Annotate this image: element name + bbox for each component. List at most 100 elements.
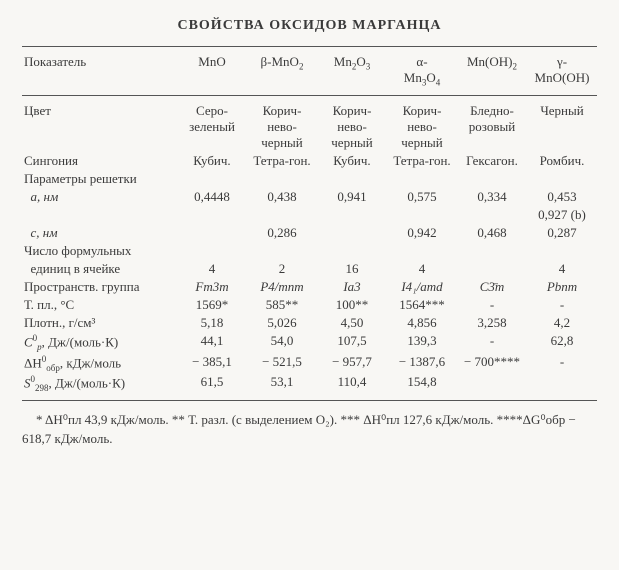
cell: 3,258 — [457, 314, 527, 332]
cell: 44,1 — [177, 332, 247, 353]
cell: − 957,7 — [317, 353, 387, 374]
cell: 4 — [177, 260, 247, 278]
label-z2: единиц в ячейке — [22, 260, 177, 278]
label-c: c, нм — [22, 224, 177, 242]
row-a: a, нм 0,4448 0,438 0,941 0,575 0,334 0,4… — [22, 188, 597, 206]
cell — [457, 260, 527, 278]
properties-table: Показатель MnO β-MnO2 Mn2O3 α- Mn3O4 Mn(… — [22, 46, 597, 401]
cell: 100** — [317, 296, 387, 314]
cell: Гексагон. — [457, 152, 527, 170]
cell — [177, 224, 247, 242]
cell: Черный — [527, 102, 597, 152]
row-density: Плотн., г/см³ 5,18 5,026 4,50 4,856 3,25… — [22, 314, 597, 332]
cell: Pbnm — [527, 278, 597, 296]
cell: 0,438 — [247, 188, 317, 206]
cell: 154,8 — [387, 373, 457, 394]
label-dens: Плотн., г/см³ — [22, 314, 177, 332]
col-param: Показатель — [22, 53, 177, 89]
label-cp: C0p, Дж/(моль·К) — [22, 332, 177, 353]
col-mn2o3: Mn2O3 — [317, 53, 387, 89]
cell: 0,287 — [527, 224, 597, 242]
row-a-extra: 0,927 (b) — [22, 206, 597, 224]
cell: 0,942 — [387, 224, 457, 242]
row-z2: единиц в ячейке 4 2 16 4 4 — [22, 260, 597, 278]
cell: 16 — [317, 260, 387, 278]
col-mno2: β-MnO2 — [247, 53, 317, 89]
cell: 4,856 — [387, 314, 457, 332]
col-mn3o4: α- Mn3O4 — [387, 53, 457, 89]
cell: 5,18 — [177, 314, 247, 332]
cell: 62,8 — [527, 332, 597, 353]
cell: P4/mnm — [247, 278, 317, 296]
col-mnoh2: Mn(OH)2 — [457, 53, 527, 89]
label-tmelt: Т. пл., °С — [22, 296, 177, 314]
table-title: СВОЙСТВА ОКСИДОВ МАРГАНЦА — [22, 18, 597, 34]
row-syngony: Сингония Кубич. Тетра-гон. Кубич. Тетра-… — [22, 152, 597, 170]
row-color: Цвет Серо-зеленый Корич-нево-черный Кори… — [22, 102, 597, 152]
cell: Тетра-гон. — [247, 152, 317, 170]
cell: 0,334 — [457, 188, 527, 206]
cell — [457, 373, 527, 394]
row-lattice-header: Параметры решетки — [22, 170, 597, 188]
cell: − 521,5 — [247, 353, 317, 374]
row-cp: C0p, Дж/(моль·К) 44,1 54,0 107,5 139,3 -… — [22, 332, 597, 353]
label-a: a, нм — [22, 188, 177, 206]
cell: 0,575 — [387, 188, 457, 206]
label-dh: ΔH0обр, кДж/моль — [22, 353, 177, 374]
cell: 4 — [387, 260, 457, 278]
cell: 4,50 — [317, 314, 387, 332]
cell: 110,4 — [317, 373, 387, 394]
label-color: Цвет — [22, 102, 177, 152]
footnotes: * ΔH⁰пл 43,9 кДж/моль. ** Т. разл. (с вы… — [22, 411, 597, 447]
cell: 107,5 — [317, 332, 387, 353]
cell: − 385,1 — [177, 353, 247, 374]
cell: Корич-нево-черный — [247, 102, 317, 152]
label-syngony: Сингония — [22, 152, 177, 170]
cell: 0,941 — [317, 188, 387, 206]
label-lattice: Параметры решетки — [22, 170, 597, 188]
row-s: S0298, Дж/(моль·К) 61,5 53,1 110,4 154,8 — [22, 373, 597, 394]
row-tmelt: Т. пл., °С 1569* 585** 100** 1564*** - - — [22, 296, 597, 314]
row-spacegroup: Пространств. группа Fm3m P4/mnm Ia3 I4₁/… — [22, 278, 597, 296]
row-dh: ΔH0обр, кДж/моль − 385,1 − 521,5 − 957,7… — [22, 353, 597, 374]
cell — [317, 224, 387, 242]
cell: - — [457, 332, 527, 353]
label-sg: Пространств. группа — [22, 278, 177, 296]
cell: 0,468 — [457, 224, 527, 242]
cell: Бледно-розовый — [457, 102, 527, 152]
col-mno: MnO — [177, 53, 247, 89]
cell: Кубич. — [317, 152, 387, 170]
cell: 0,286 — [247, 224, 317, 242]
cell: I4₁/amd — [387, 278, 457, 296]
col-mnooh: γ-MnO(OH) — [527, 53, 597, 89]
cell: 4,2 — [527, 314, 597, 332]
cell: 585** — [247, 296, 317, 314]
cell: − 700**** — [457, 353, 527, 374]
cell: Fm3m — [177, 278, 247, 296]
cell: - — [527, 353, 597, 374]
cell: 5,026 — [247, 314, 317, 332]
cell: 61,5 — [177, 373, 247, 394]
cell: Ромбич. — [527, 152, 597, 170]
cell: 0,453 — [527, 188, 597, 206]
cell: − 1387,6 — [387, 353, 457, 374]
cell: 1564*** — [387, 296, 457, 314]
cell: Корич-нево-черный — [387, 102, 457, 152]
row-z1: Число формульных — [22, 242, 597, 260]
row-c: c, нм 0,286 0,942 0,468 0,287 — [22, 224, 597, 242]
cell: Серо-зеленый — [177, 102, 247, 152]
cell — [527, 373, 597, 394]
cell: 2 — [247, 260, 317, 278]
cell: 0,927 (b) — [527, 206, 597, 224]
cell: 1569* — [177, 296, 247, 314]
header-row: Показатель MnO β-MnO2 Mn2O3 α- Mn3O4 Mn(… — [22, 53, 597, 89]
cell: Корич-нево-черный — [317, 102, 387, 152]
label-s: S0298, Дж/(моль·К) — [22, 373, 177, 394]
cell: 54,0 — [247, 332, 317, 353]
cell: 4 — [527, 260, 597, 278]
cell: Ia3 — [317, 278, 387, 296]
cell: 0,4448 — [177, 188, 247, 206]
cell: 53,1 — [247, 373, 317, 394]
label-z1: Число формульных — [22, 242, 597, 260]
cell: 139,3 — [387, 332, 457, 353]
